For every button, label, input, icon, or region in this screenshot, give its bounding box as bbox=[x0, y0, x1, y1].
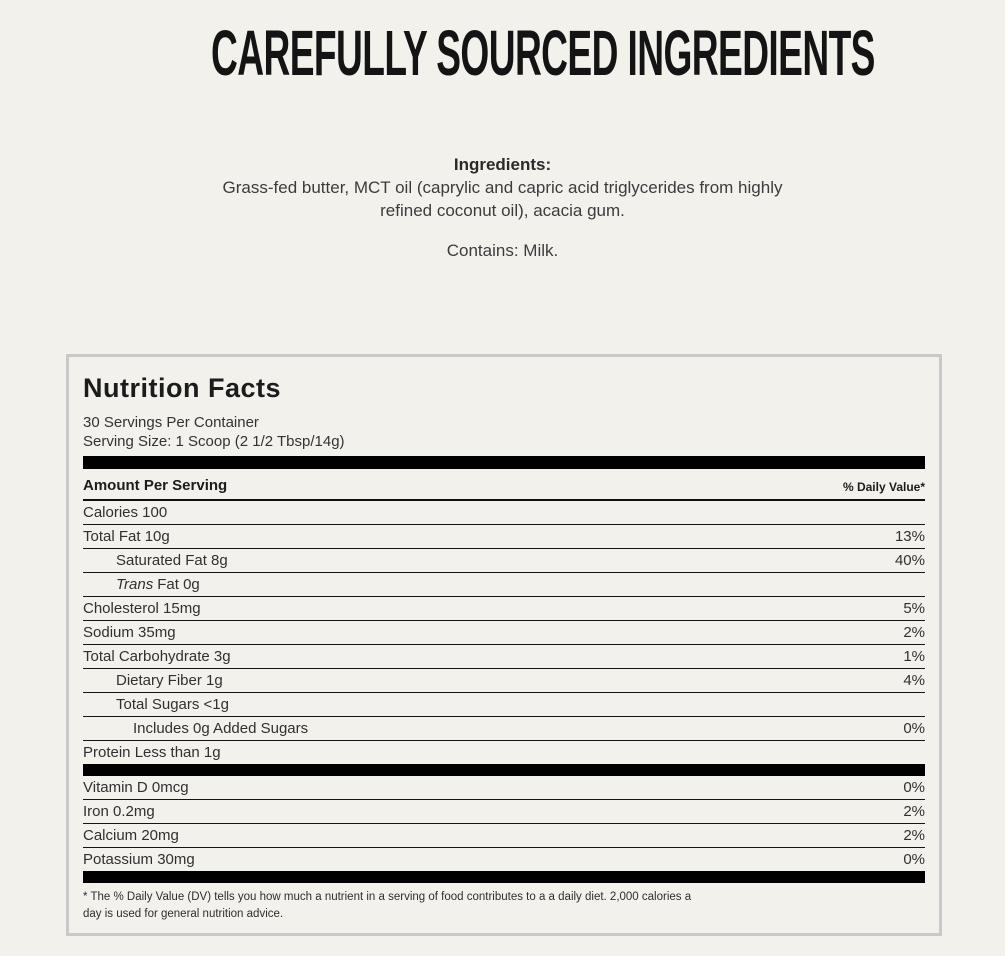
nutrient-row-protein: Protein Less than 1g bbox=[83, 741, 925, 764]
footnote-line-2: day is used for general nutrition advice… bbox=[83, 907, 284, 920]
nutrient-row-iron: Iron 0.2mg 2% bbox=[83, 800, 925, 824]
nutrient-value: 40% bbox=[894, 551, 925, 569]
nutrient-row-total-carbohydrate: Total Carbohydrate 3g 1% bbox=[83, 645, 925, 669]
nutrient-label: Potassium 30mg bbox=[83, 850, 195, 868]
nutrient-label: Trans Fat 0g bbox=[116, 575, 200, 593]
nutrient-label: Calories 100 bbox=[83, 503, 168, 521]
nutrient-label: Sodium 35mg bbox=[83, 623, 176, 641]
nutrient-row-saturated-fat: Saturated Fat 8g 40% bbox=[83, 549, 925, 573]
nutrient-label: Includes 0g Added Sugars bbox=[133, 719, 309, 737]
nutrient-row-trans-fat: Trans Fat 0g bbox=[83, 573, 925, 597]
ingredients-body: Grass-fed butter, MCT oil (caprylic and … bbox=[222, 178, 783, 221]
thick-divider bbox=[83, 870, 925, 883]
nutrient-value: 0% bbox=[903, 778, 925, 796]
servings-per-container: 30 Servings Per Container bbox=[83, 413, 259, 431]
amount-header-row: Amount Per Serving % Daily Value* bbox=[83, 469, 925, 501]
nutrient-row-dietary-fiber: Dietary Fiber 1g 4% bbox=[83, 669, 925, 693]
page-title: CAREFULLY SOURCED INGREDIENTS bbox=[211, 17, 875, 89]
nutrient-label: Saturated Fat 8g bbox=[116, 551, 228, 569]
nutrient-row-total-sugars: Total Sugars <1g bbox=[83, 693, 925, 717]
nutrient-value: 1% bbox=[903, 647, 925, 665]
allergen-statement: Contains: Milk. bbox=[446, 241, 559, 261]
ingredients-section: Ingredients: Grass-fed butter, MCT oil (… bbox=[0, 153, 1005, 262]
nutrient-value: 4% bbox=[903, 671, 925, 689]
ingredients-heading: Ingredients: bbox=[453, 155, 552, 175]
thick-divider bbox=[83, 455, 925, 469]
nutrient-row-calcium: Calcium 20mg 2% bbox=[83, 824, 925, 848]
nutrient-value: 0% bbox=[903, 719, 925, 737]
nutrient-label: Vitamin D 0mcg bbox=[83, 778, 189, 796]
nutrient-label: Protein Less than 1g bbox=[83, 743, 221, 761]
trans-italic: Trans bbox=[116, 575, 154, 593]
nutrient-row-cholesterol: Cholesterol 15mg 5% bbox=[83, 597, 925, 621]
nutrient-value: 13% bbox=[894, 527, 925, 545]
footnote-line-1: * The % Daily Value (DV) tells you how m… bbox=[83, 890, 692, 903]
nutrient-label: Iron 0.2mg bbox=[83, 802, 155, 820]
nutrient-row-vitamin-d: Vitamin D 0mcg 0% bbox=[83, 776, 925, 800]
nutrient-label: Total Sugars <1g bbox=[116, 695, 229, 713]
nutrient-label: Dietary Fiber 1g bbox=[116, 671, 223, 689]
daily-value-footnote: * The % Daily Value (DV) tells you how m… bbox=[83, 889, 925, 923]
nutrient-row-added-sugars: Includes 0g Added Sugars 0% bbox=[83, 717, 925, 741]
thick-divider bbox=[83, 763, 925, 776]
nutrient-label: Total Fat 10g bbox=[83, 527, 170, 545]
nutrient-label: Calcium 20mg bbox=[83, 826, 179, 844]
nutrition-facts-panel: Nutrition Facts 30 Servings Per Containe… bbox=[66, 354, 942, 936]
nutrient-label: Total Carbohydrate 3g bbox=[83, 647, 231, 665]
nutrient-label: Cholesterol 15mg bbox=[83, 599, 201, 617]
nutrient-value: 2% bbox=[903, 623, 925, 641]
nutrient-value: 2% bbox=[903, 802, 925, 820]
serving-size: Serving Size: 1 Scoop (2 1/2 Tbsp/14g) bbox=[83, 432, 345, 450]
nutrient-value: 5% bbox=[903, 599, 925, 617]
nutrient-row-total-fat: Total Fat 10g 13% bbox=[83, 525, 925, 549]
amount-per-serving-label: Amount Per Serving bbox=[83, 476, 228, 494]
nutrient-row-calories: Calories 100 bbox=[83, 501, 925, 525]
nutrition-facts-title: Nutrition Facts bbox=[83, 373, 282, 404]
nutrient-row-potassium: Potassium 30mg 0% bbox=[83, 848, 925, 871]
nutrient-value: 2% bbox=[903, 826, 925, 844]
nutrient-row-sodium: Sodium 35mg 2% bbox=[83, 621, 925, 645]
daily-value-label: % Daily Value* bbox=[842, 479, 925, 494]
nutrient-value: 0% bbox=[903, 850, 925, 868]
